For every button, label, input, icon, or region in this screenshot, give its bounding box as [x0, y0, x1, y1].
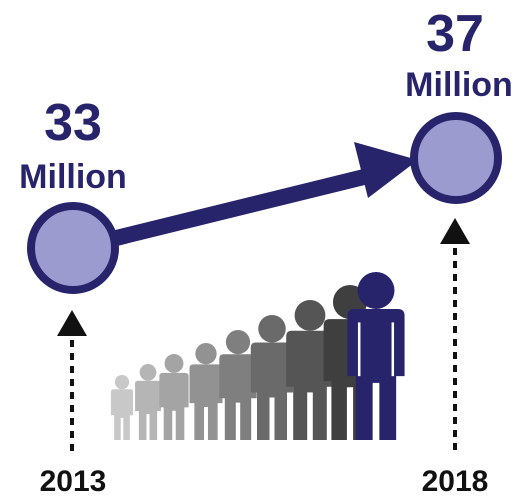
- person-icon: [159, 354, 189, 440]
- start-circle: [27, 202, 119, 294]
- growth-arrow-icon: [106, 142, 418, 248]
- end-marker: [440, 218, 470, 452]
- start-value: 33: [44, 94, 102, 152]
- end-value: 37: [426, 5, 484, 63]
- start-year: 2013: [39, 465, 107, 498]
- up-arrow-icon: [440, 218, 470, 244]
- up-arrow-icon: [57, 310, 87, 336]
- people-row: [110, 272, 405, 440]
- end-circle: [410, 112, 502, 204]
- end-year: 2018: [421, 465, 489, 498]
- person-icon: [110, 375, 134, 440]
- person-icon: [347, 272, 405, 440]
- person-icon: [250, 315, 294, 440]
- start-unit: Million: [19, 158, 127, 196]
- person-icon: [286, 300, 334, 440]
- person-icon: [219, 330, 257, 440]
- person-icon: [135, 364, 161, 440]
- person-icon: [189, 343, 223, 440]
- start-marker: [57, 310, 87, 452]
- end-unit: Million: [405, 66, 513, 104]
